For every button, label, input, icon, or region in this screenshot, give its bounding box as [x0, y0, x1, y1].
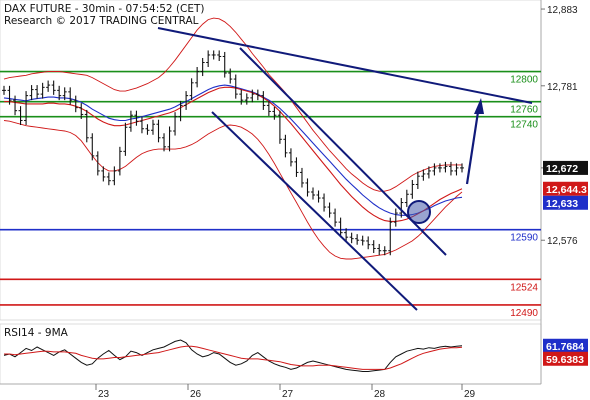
rsi-tag-label: 61.7684 [546, 341, 584, 353]
price-tag-label: 12,633 [546, 198, 578, 210]
y-tick-label: 12,576 [547, 236, 578, 247]
forecast-arrowhead [474, 98, 484, 114]
price-tag [543, 160, 588, 175]
moving-average-line [3, 84, 463, 216]
level-label: 12524 [510, 282, 538, 293]
price-panel [0, 0, 542, 321]
level-label: 12490 [510, 308, 538, 319]
chart-subtitle: Research © 2017 TRADING CENTRAL [4, 15, 199, 27]
upper-band-line [3, 17, 462, 192]
x-tick-label: 27 [282, 389, 294, 400]
resistance-trendline [157, 27, 533, 104]
level-label: 12800 [510, 75, 538, 86]
forecast-arrow-shaft [465, 111, 480, 185]
y-tick-label: 12,781 [547, 82, 578, 93]
x-tick-label: 28 [374, 389, 386, 400]
rsi-tag-label: 59.6383 [546, 354, 584, 366]
chart-title: DAX FUTURE - 30min - 07:54:52 (CET) [4, 3, 205, 15]
price-tag [543, 181, 588, 196]
lower-band-line [3, 120, 463, 260]
rsi-line [3, 339, 463, 372]
x-tick-label: 26 [190, 389, 202, 400]
rsi-tag [543, 351, 588, 366]
rsi-panel [0, 323, 542, 385]
price-tag-label: 12,644.3 [546, 184, 587, 196]
x-tick-label: 29 [464, 389, 476, 400]
price-tag-label: 12,672 [546, 163, 578, 175]
rsi-tag [543, 338, 588, 353]
rsi-average-line [4, 345, 463, 370]
level-label: 12740 [510, 120, 538, 131]
highlight-circle [407, 200, 431, 224]
x-tick-label: 23 [98, 389, 110, 400]
level-label: 12760 [510, 105, 538, 116]
y-tick-label: 12,883 [547, 5, 578, 16]
rsi-title: RSI14 - 9MA [4, 327, 69, 339]
channel-lower-line [211, 111, 418, 311]
price-tag [543, 195, 588, 210]
level-label: 12590 [510, 233, 538, 244]
